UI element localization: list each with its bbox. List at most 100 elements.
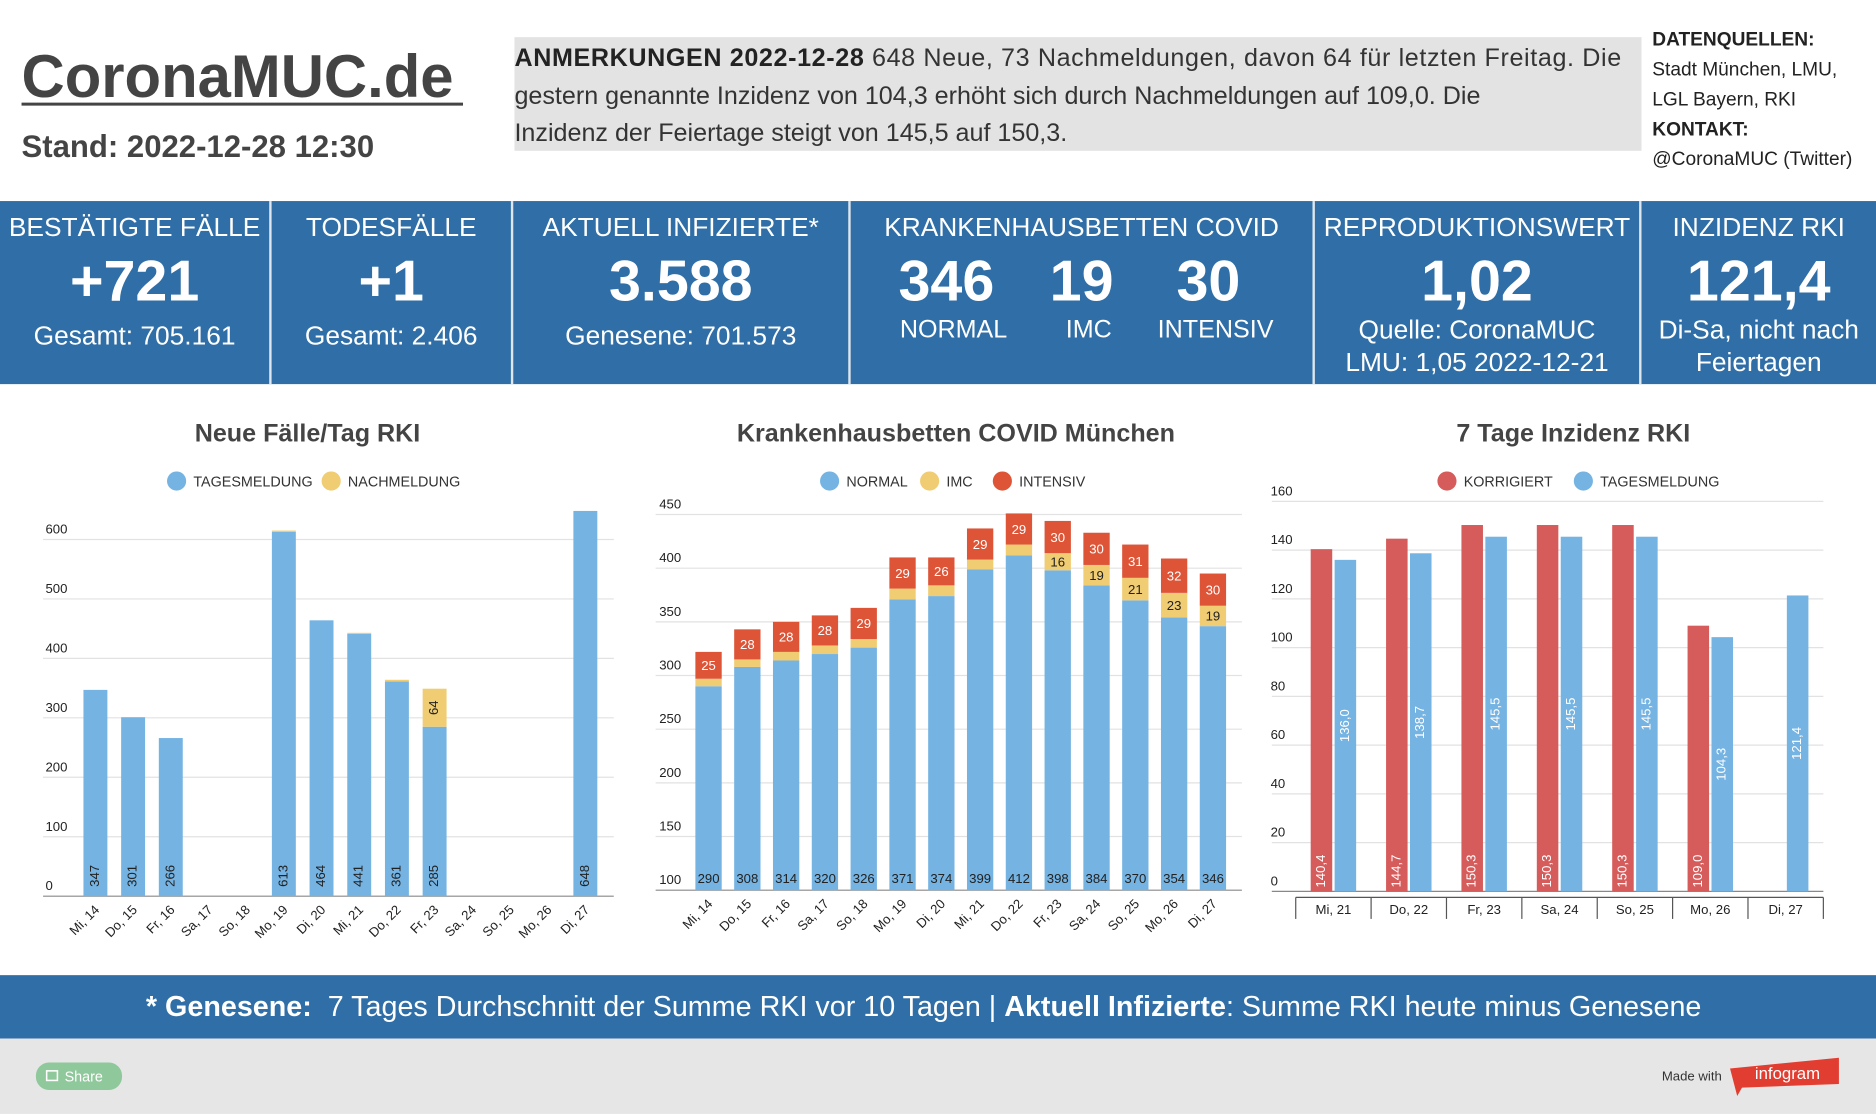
bar: [83, 689, 108, 897]
value-label: 140,4: [1313, 855, 1328, 888]
chart-title: Krankenhausbetten COVID München: [737, 420, 1175, 448]
stand: Stand: 2022-12-28 12:30: [22, 129, 375, 164]
stats-divider: [1312, 201, 1315, 385]
y-tick-label: 500: [45, 581, 67, 596]
bar: [1083, 532, 1110, 565]
y-tick-label: 400: [45, 640, 67, 655]
stat-sub: Quelle: CoronaMUC: [1359, 315, 1596, 345]
value-label: 138,7: [1412, 706, 1427, 739]
bar: [1409, 553, 1432, 892]
brand[interactable]: infogram: [1755, 1064, 1820, 1083]
footnote-band: [0, 975, 1876, 1039]
share-label[interactable]: Share: [65, 1070, 103, 1086]
y-tick-label: 350: [659, 604, 681, 619]
value-label: 64: [426, 700, 441, 715]
value-label: 361: [388, 865, 403, 887]
y-tick-label: 300: [45, 700, 67, 715]
x-tick-label: Mi, 21: [1316, 902, 1352, 917]
bar: [889, 588, 916, 600]
value-label: 301: [125, 865, 140, 887]
bar: [158, 738, 183, 897]
stat-sub: Genesene: 701.573: [565, 321, 796, 351]
stat-value: 3.588: [609, 249, 753, 313]
y-tick-label: 40: [1271, 776, 1286, 791]
footnote-part: Aktuell Infizierte: [1004, 991, 1226, 1023]
footnote-part: : Summe RKI heute minus Genesene: [1226, 991, 1701, 1023]
stat-value: 19: [1050, 249, 1114, 313]
value-label: 370: [1124, 871, 1146, 886]
bar: [1122, 544, 1149, 578]
bar: [1310, 549, 1333, 892]
notes-line: gestern genannte Inzidenz von 104,3 erhö…: [514, 82, 1480, 110]
bar: [695, 678, 722, 687]
value-label: 136,0: [1337, 709, 1352, 742]
stat-value: 30: [1176, 249, 1240, 313]
legend-label: TAGESMELDUNG: [193, 474, 312, 490]
x-tick-label: Mo, 26: [1690, 902, 1730, 917]
stat-value: 346: [898, 249, 994, 313]
stat-value: +1: [359, 249, 424, 313]
value-label: 412: [1008, 871, 1030, 886]
stat-title: KRANKENHAUSBETTEN COVID: [884, 212, 1279, 242]
stat-title: TODESFÄLLE: [306, 212, 477, 242]
legend-label: INTENSIV: [1019, 474, 1086, 490]
bar: [850, 647, 877, 891]
value-label: 25: [701, 658, 716, 673]
value-label: 399: [969, 871, 991, 886]
x-tick-label: So, 25: [1616, 902, 1654, 917]
value-label: 30: [1050, 530, 1065, 545]
bar: [772, 621, 800, 652]
value-label: 19: [1206, 609, 1221, 624]
value-label: 29: [856, 616, 871, 631]
stat-value: +721: [70, 249, 199, 313]
stat-sub: LMU: 1,05 2022-12-21: [1345, 347, 1608, 377]
value-label: 285: [426, 865, 441, 887]
bar: [811, 615, 839, 646]
bar: [695, 651, 722, 679]
y-tick-label: 140: [1271, 532, 1293, 547]
y-tick-label: 250: [659, 711, 681, 726]
value-label: 320: [814, 871, 836, 886]
bar: [1044, 570, 1071, 891]
bar: [384, 679, 409, 682]
value-label: 326: [853, 871, 875, 886]
bar: [384, 681, 409, 897]
value-label: 398: [1047, 871, 1069, 886]
y-tick-label: 100: [1271, 630, 1293, 645]
bar: [966, 559, 994, 570]
bar: [1536, 525, 1559, 892]
contact[interactable]: @CoronaMUC (Twitter): [1652, 149, 1852, 170]
bar: [422, 726, 447, 897]
bar: [928, 596, 955, 891]
y-tick-label: 20: [1271, 825, 1286, 840]
notes-heading: ANMERKUNGEN 2022-12-28: [514, 44, 863, 72]
stat-sub: Gesamt: 705.161: [34, 321, 236, 351]
stat-title: INZIDENZ RKI: [1673, 212, 1845, 242]
value-label: 145,5: [1563, 698, 1578, 731]
y-tick-label: 200: [45, 759, 67, 774]
source-line: LGL Bayern, RKI: [1652, 89, 1796, 110]
legend-swatch: [992, 471, 1012, 491]
value-label: 150,3: [1464, 855, 1479, 888]
bar: [1334, 559, 1357, 892]
site-title[interactable]: CoronaMUC.de: [22, 43, 454, 110]
x-tick-label: Sa, 24: [1541, 902, 1579, 917]
value-label: 29: [973, 537, 988, 552]
value-label: 464: [313, 865, 328, 887]
value-label: 648: [577, 865, 592, 887]
y-tick-label: 60: [1271, 727, 1286, 742]
bar: [734, 659, 761, 667]
value-label: 346: [1202, 871, 1224, 886]
bar: [1711, 637, 1734, 892]
value-label: 266: [162, 865, 177, 887]
y-tick-label: 300: [659, 658, 681, 673]
stat-sub: Gesamt: 2.406: [305, 321, 478, 351]
notes-text: 648 Neue, 73 Nachmeldungen, davon 64 für…: [872, 44, 1621, 72]
y-tick-label: 0: [1271, 873, 1278, 888]
made-with: Made with: [1662, 1068, 1722, 1083]
legend-label: NORMAL: [846, 474, 907, 490]
share-button[interactable]: [35, 1062, 123, 1091]
bar: [734, 629, 761, 660]
brand-logo[interactable]: [1730, 1057, 1839, 1096]
